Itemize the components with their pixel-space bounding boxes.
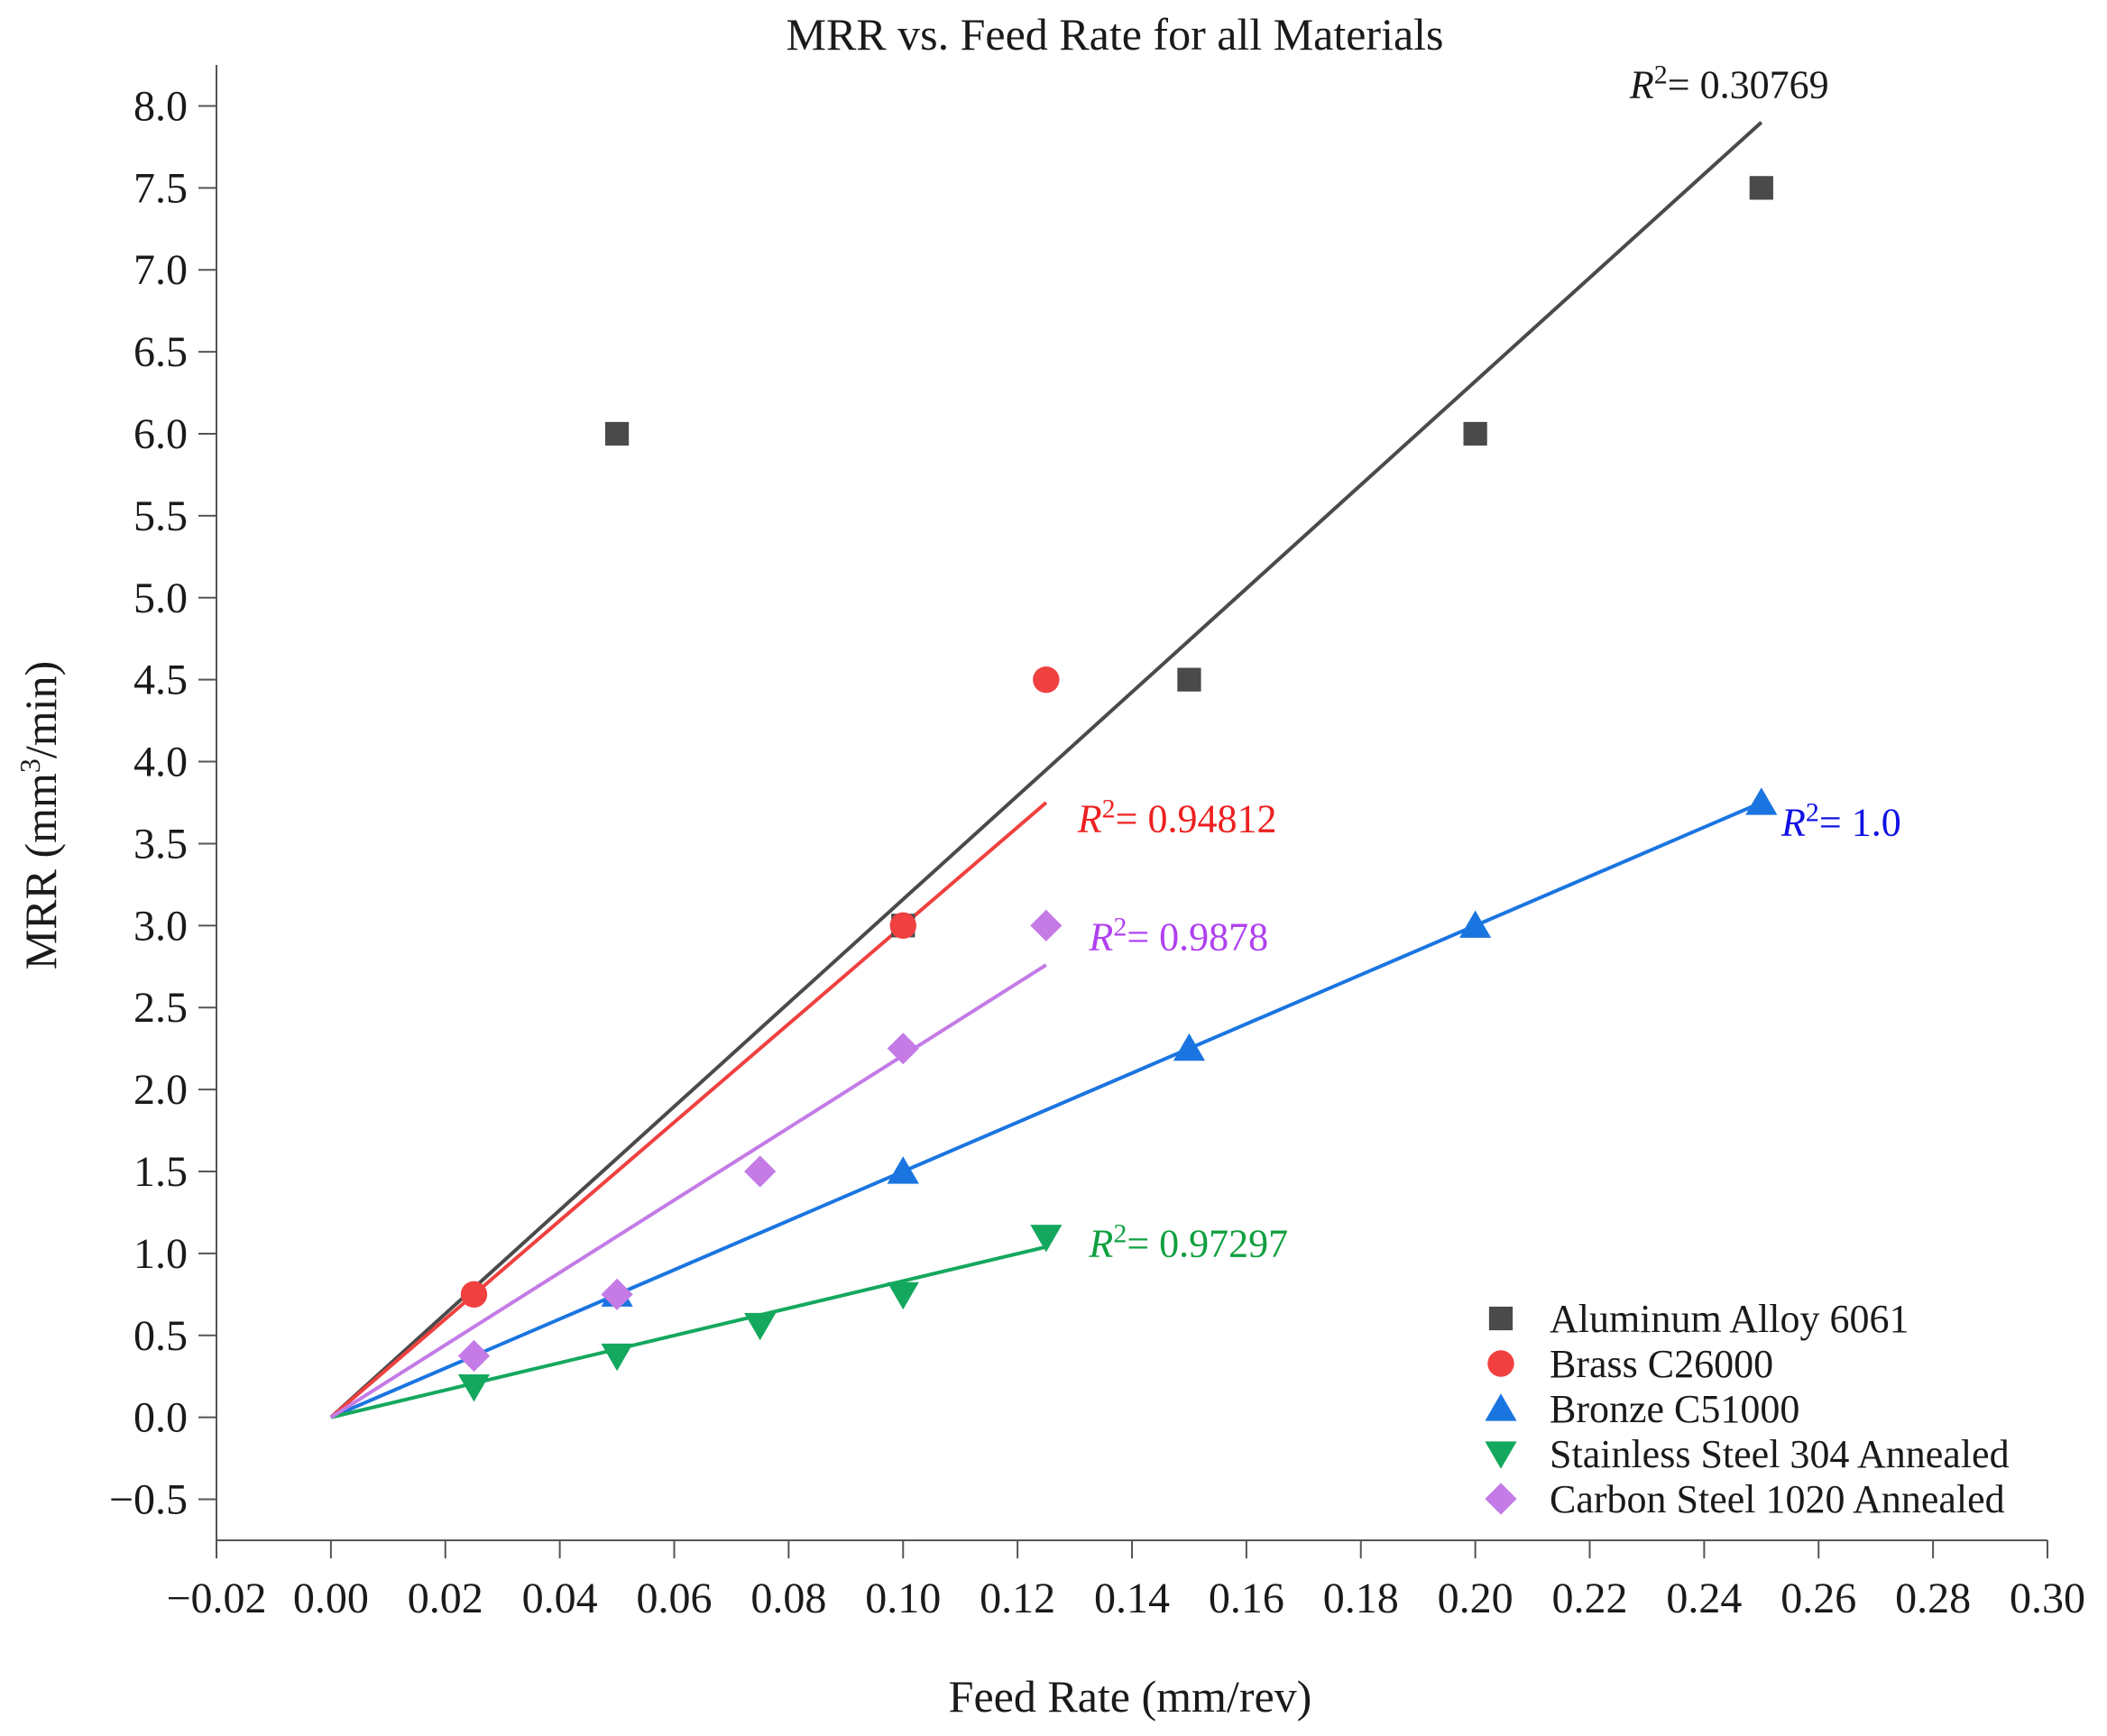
x-tick-label: 0.02	[408, 1575, 483, 1622]
data-point-bronze-c51000	[1459, 910, 1492, 938]
legend-marker-aluminum-alloy-6061	[1488, 1306, 1514, 1331]
r2-label-brass-c26000: R2= 0.94812	[1077, 795, 1277, 841]
data-point-brass-c26000	[889, 912, 916, 940]
y-tick-label: 8.0	[133, 82, 188, 130]
legend-marker-carbon-steel-1020-annealed	[1485, 1483, 1517, 1515]
x-tick-label: 0.30	[2010, 1575, 2085, 1622]
data-point-bronze-c51000	[887, 1156, 919, 1184]
x-tick-label: 0.22	[1552, 1575, 1628, 1622]
x-axis: −0.02 0.00 0.02 0.04 0.06 0.08 0.10 0.12 0.14 0.1…	[166, 1539, 2085, 1622]
legend-label-bronze-c51000: Bronze C51000	[1550, 1387, 1799, 1431]
y-tick-label: 4.0	[133, 739, 188, 786]
y-tick-label: 0.5	[133, 1312, 188, 1360]
y-axis-title-prefix: MRR (mm	[15, 773, 66, 969]
data-point-stainless-steel-304-annealed	[457, 1373, 491, 1402]
trend-lines	[329, 121, 1763, 1419]
x-tick-label: 0.06	[637, 1575, 713, 1622]
trend-line-bronze-c51000	[330, 801, 1762, 1419]
r2-label-bronze-c51000: R2= 1.0	[1780, 797, 1901, 844]
y-axis-title-suffix: /min)	[15, 661, 66, 758]
x-tick-label: 0.16	[1209, 1575, 1284, 1622]
x-tick-label: 0.10	[865, 1575, 941, 1622]
x-tick-label: 0.20	[1438, 1575, 1514, 1622]
y-tick-label: 3.0	[133, 902, 188, 950]
legend-label-stainless-steel-304-annealed: Stainless Steel 304 Annealed	[1550, 1432, 2010, 1476]
y-tick-label: 0.0	[133, 1394, 188, 1442]
data-point-bronze-c51000	[1745, 787, 1778, 815]
data-point-carbon-steel-1020-annealed	[601, 1278, 633, 1310]
data-markers	[457, 176, 1778, 1402]
y-axis-title: MRR (mm3/min)	[14, 661, 66, 969]
data-point-aluminum-alloy-6061	[604, 421, 630, 446]
y-tick-label: 7.5	[133, 164, 188, 212]
r2-label-carbon-steel-1020-annealed: R2= 0.9878	[1088, 913, 1268, 960]
y-tick-label: 1.0	[133, 1230, 188, 1278]
x-tick-label: 0.00	[293, 1575, 369, 1622]
data-point-stainless-steel-304-annealed	[601, 1343, 633, 1372]
y-tick-label: 7.0	[133, 246, 188, 294]
data-point-carbon-steel-1020-annealed	[744, 1155, 777, 1188]
legend-label-aluminum-alloy-6061: Aluminum Alloy 6061	[1550, 1297, 1909, 1341]
y-tick-label: 2.0	[133, 1066, 188, 1114]
data-point-stainless-steel-304-annealed	[744, 1312, 777, 1341]
x-tick-label: −0.02	[166, 1575, 266, 1622]
data-point-aluminum-alloy-6061	[1463, 421, 1487, 446]
y-tick-label: 5.0	[133, 574, 188, 622]
chart-title: MRR vs. Feed Rate for all Materials	[786, 9, 1443, 60]
data-point-stainless-steel-304-annealed	[1030, 1225, 1063, 1253]
y-tick-label: 2.5	[133, 984, 188, 1032]
data-point-carbon-steel-1020-annealed	[887, 1033, 919, 1065]
r2-annotations: R2= 0.30769 R2= 0.94812 R2= 1.0 R2= 0.97297…	[1077, 60, 1901, 1265]
y-axis-title-sup: 3	[14, 758, 46, 773]
legend-marker-bronze-c51000	[1485, 1393, 1517, 1421]
y-tick-label: 6.5	[133, 328, 188, 376]
x-tick-label: 0.04	[522, 1575, 598, 1622]
trend-line-aluminum-alloy-6061	[329, 121, 1763, 1419]
data-point-stainless-steel-304-annealed	[887, 1281, 919, 1310]
data-point-brass-c26000	[1033, 666, 1060, 693]
x-tick-label: 0.28	[1895, 1575, 1971, 1622]
x-tick-label: 0.26	[1780, 1575, 1856, 1622]
trend-line-brass-c26000	[329, 801, 1048, 1419]
y-tick-label: −0.5	[109, 1476, 188, 1524]
y-tick-label: 5.5	[133, 492, 188, 540]
x-axis-title: Feed Rate (mm/rev)	[949, 1671, 1312, 1722]
x-tick-label: 0.08	[750, 1575, 826, 1622]
x-tick-label: 0.24	[1666, 1575, 1742, 1622]
legend-label-brass-c26000: Brass C26000	[1550, 1342, 1773, 1386]
trend-line-stainless-steel-304-annealed	[330, 1245, 1047, 1419]
legend-marker-stainless-steel-304-annealed	[1485, 1441, 1517, 1469]
y-tick-label: 6.0	[133, 410, 188, 458]
trend-line-carbon-steel-1020-annealed	[329, 963, 1047, 1419]
x-tick-label: 0.18	[1323, 1575, 1399, 1622]
x-tick-label: 0.14	[1094, 1575, 1170, 1622]
data-point-carbon-steel-1020-annealed	[1030, 909, 1063, 941]
r2-label-stainless-steel-304-annealed: R2= 0.97297	[1088, 1219, 1288, 1266]
x-tick-label: 0.12	[980, 1575, 1055, 1622]
r2-label-aluminum-alloy-6061: R2= 0.30769	[1629, 60, 1829, 106]
data-point-brass-c26000	[460, 1281, 488, 1309]
y-tick-label: 4.5	[133, 657, 188, 704]
y-tick-label: 3.5	[133, 820, 188, 868]
data-point-aluminum-alloy-6061	[1749, 176, 1773, 200]
data-point-bronze-c51000	[1173, 1033, 1206, 1061]
legend-label-carbon-steel-1020-annealed: Carbon Steel 1020 Annealed	[1550, 1477, 2005, 1521]
data-point-aluminum-alloy-6061	[1177, 667, 1201, 692]
y-tick-label: 1.5	[133, 1148, 188, 1196]
y-axis: −0.5 0.0 0.5 1.0 1.5 2.0 2.5 3.0 3.5 4.0 4.5 5.0 5.5…	[109, 65, 217, 1540]
legend-marker-brass-c26000	[1487, 1350, 1514, 1377]
data-point-carbon-steel-1020-annealed	[457, 1339, 491, 1373]
